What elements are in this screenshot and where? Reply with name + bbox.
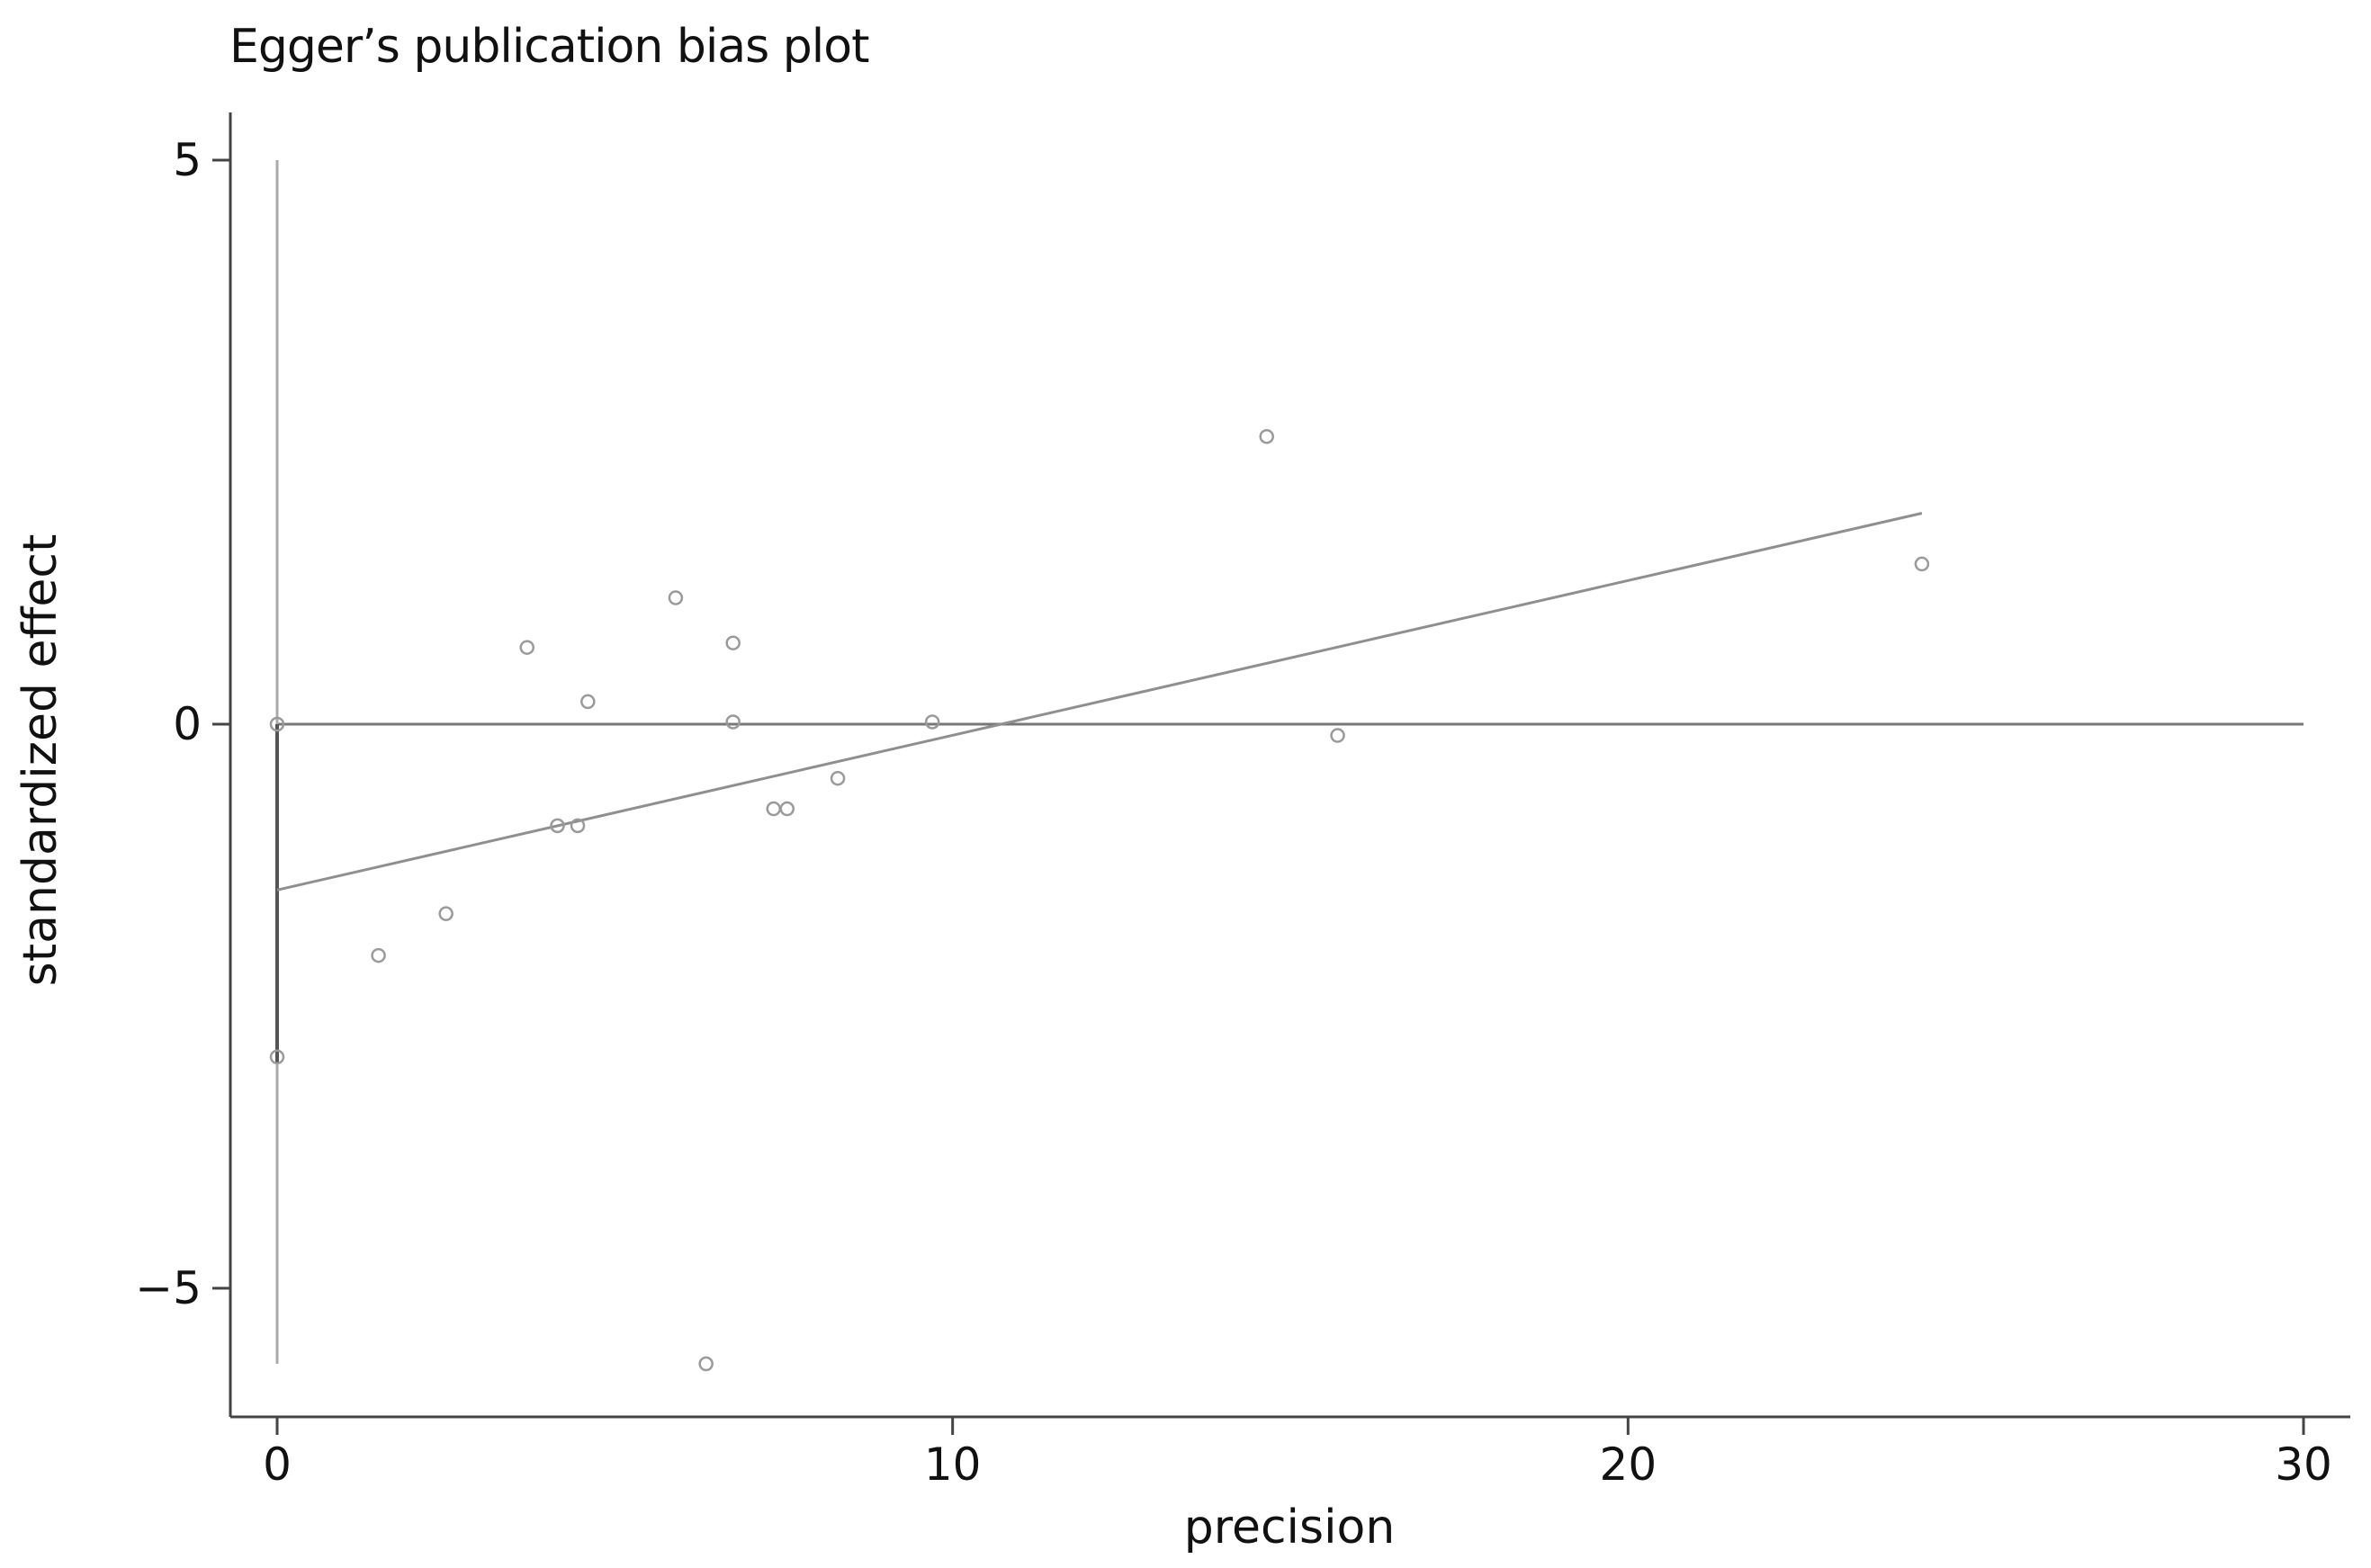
data-point — [766, 801, 781, 817]
chart-title: Egger’s publication bias plot — [229, 20, 869, 74]
y-axis-label: standardized effect — [13, 534, 67, 987]
data-points — [269, 428, 1930, 1372]
data-point — [550, 818, 565, 834]
y-tick-label: −5 — [135, 1262, 202, 1314]
data-point — [371, 947, 386, 963]
x-tick-label: 20 — [1600, 1438, 1657, 1491]
x-tick-label: 30 — [2275, 1438, 2332, 1491]
axes — [212, 112, 2350, 1435]
data-point — [1914, 556, 1930, 572]
y-tick-label: 0 — [173, 698, 202, 750]
data-point — [668, 590, 684, 605]
data-point — [580, 694, 596, 710]
x-tick-label: 10 — [924, 1438, 982, 1491]
y-tick-label: 5 — [173, 134, 202, 186]
data-point — [779, 801, 795, 817]
data-point — [924, 714, 940, 730]
data-point — [438, 906, 454, 921]
data-point — [830, 770, 846, 786]
plot-lines — [275, 160, 2304, 1365]
data-point — [269, 1049, 285, 1065]
data-point — [1259, 428, 1274, 444]
egger-regression-line — [276, 512, 1923, 892]
x-tick-label: 0 — [263, 1438, 292, 1491]
data-point — [725, 635, 741, 650]
data-point — [269, 716, 285, 732]
data-point — [698, 1356, 714, 1372]
tick-labels: 5 0 −5 0 10 20 30 — [135, 134, 2332, 1491]
data-point — [519, 640, 534, 655]
data-point — [725, 714, 741, 730]
data-point — [1330, 728, 1345, 743]
x-axis-label: precision — [1184, 1501, 1396, 1555]
data-point — [570, 818, 586, 834]
